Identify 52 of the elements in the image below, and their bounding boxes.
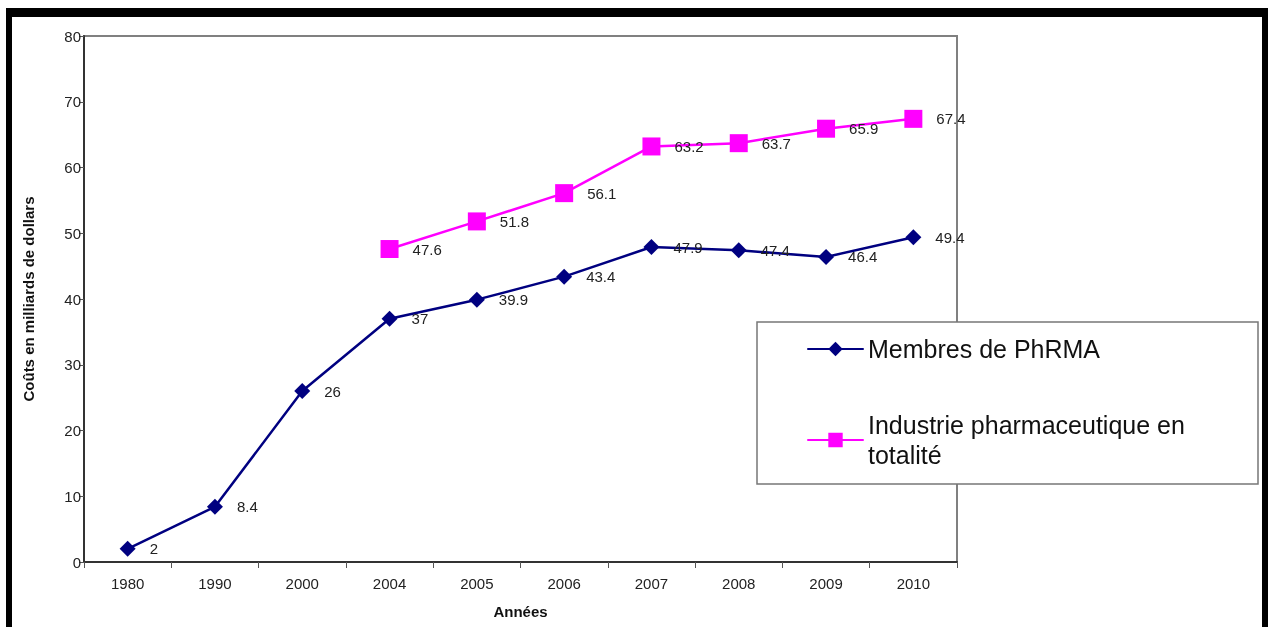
x-tick-label: 2005: [460, 575, 494, 592]
x-tick-label: 2009: [809, 575, 843, 592]
y-tick-label: 60: [64, 159, 81, 176]
data-label: 65.9: [849, 120, 879, 138]
data-label: 8.4: [236, 498, 258, 516]
legend-label: Membres de PhRMA: [868, 335, 1101, 363]
y-tick-label: 30: [64, 356, 81, 374]
x-tick-label: 1980: [110, 575, 145, 592]
data-label: 51.8: [499, 212, 530, 230]
x-tick-label: 2010: [896, 575, 931, 592]
y-tick-label: 0: [72, 553, 81, 571]
x-tick-label: 2008: [722, 575, 756, 592]
x-tick-label: 2006: [547, 575, 581, 592]
x-axis-title: Années: [493, 603, 548, 620]
point: [642, 137, 661, 156]
x-tick-label: 2000: [285, 575, 319, 592]
point: [468, 291, 485, 308]
data-label: 37: [411, 310, 429, 328]
data-label: 46.4: [848, 248, 878, 266]
y-tick-label: 20: [64, 422, 81, 439]
point: [818, 248, 835, 265]
point: [381, 310, 398, 327]
x-tick-label: 2007: [634, 575, 669, 592]
point: [467, 212, 486, 231]
point: [119, 540, 136, 557]
data-label: 63.7: [761, 134, 791, 152]
data-label: 39.9: [498, 291, 529, 309]
x-tick-label: 2004: [372, 575, 407, 592]
y-tick-label: 10: [64, 487, 81, 505]
y-tick-label: 80: [64, 27, 81, 45]
data-label: 2: [149, 540, 158, 558]
point: [294, 383, 311, 400]
point: [556, 268, 573, 285]
x-tick-label: 1990: [198, 575, 232, 592]
y-tick-label: 50: [64, 224, 81, 242]
point: [380, 240, 399, 259]
data-label: 47.6: [412, 240, 442, 258]
point: [555, 184, 574, 203]
data-label: 26: [324, 382, 341, 400]
legend-label: Industrie pharmaceutique en totalité: [868, 411, 1192, 469]
point: [730, 242, 747, 259]
point: [905, 229, 922, 246]
point: [643, 239, 660, 256]
point: [817, 119, 836, 138]
y-tick-label: 70: [64, 93, 81, 111]
point: [206, 498, 223, 515]
y-axis-title: Coûts en milliards de dollars: [20, 196, 37, 402]
point: [904, 109, 923, 128]
y-tick-label: 40: [64, 290, 81, 308]
data-label: 56.1: [587, 184, 617, 202]
data-label: 43.4: [586, 268, 616, 286]
point: [729, 134, 748, 153]
